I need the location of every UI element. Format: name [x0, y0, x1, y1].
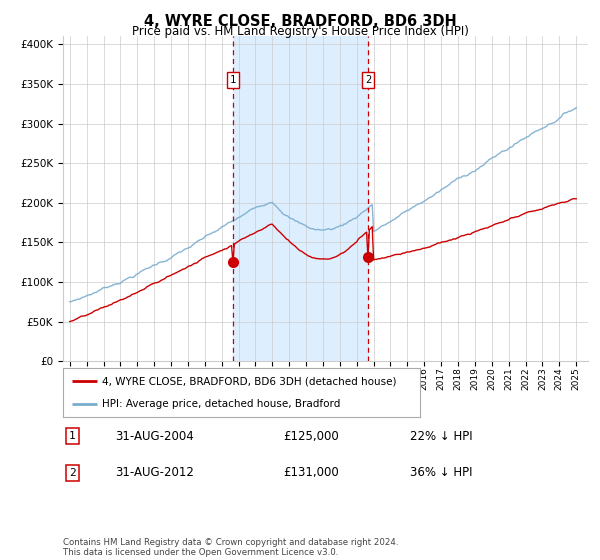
Text: Price paid vs. HM Land Registry's House Price Index (HPI): Price paid vs. HM Land Registry's House … — [131, 25, 469, 38]
Text: 4, WYRE CLOSE, BRADFORD, BD6 3DH: 4, WYRE CLOSE, BRADFORD, BD6 3DH — [143, 14, 457, 29]
Bar — [233, 36, 368, 361]
Text: £125,000: £125,000 — [284, 430, 339, 443]
Text: 36% ↓ HPI: 36% ↓ HPI — [409, 466, 472, 479]
Text: £131,000: £131,000 — [284, 466, 339, 479]
Text: 31-AUG-2004: 31-AUG-2004 — [115, 430, 194, 443]
Text: 4, WYRE CLOSE, BRADFORD, BD6 3DH (detached house): 4, WYRE CLOSE, BRADFORD, BD6 3DH (detach… — [102, 376, 397, 386]
Text: 1: 1 — [69, 431, 76, 441]
Text: 31-AUG-2004: 31-AUG-2004 — [115, 430, 194, 443]
Text: 2: 2 — [365, 75, 371, 85]
Text: 31-AUG-2012: 31-AUG-2012 — [115, 466, 194, 479]
Text: 1: 1 — [230, 75, 236, 85]
Text: 1: 1 — [69, 431, 76, 441]
Text: 22% ↓ HPI: 22% ↓ HPI — [409, 430, 472, 443]
Text: 22% ↓ HPI: 22% ↓ HPI — [409, 430, 472, 443]
Text: 2: 2 — [69, 468, 76, 478]
Text: Contains HM Land Registry data © Crown copyright and database right 2024.
This d: Contains HM Land Registry data © Crown c… — [63, 538, 398, 557]
Text: HPI: Average price, detached house, Bradford: HPI: Average price, detached house, Brad… — [102, 399, 341, 409]
Text: £125,000: £125,000 — [284, 430, 339, 443]
